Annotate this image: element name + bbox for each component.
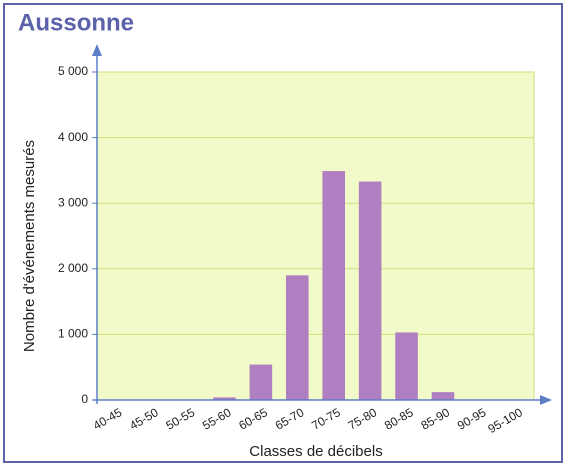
bar <box>213 397 236 400</box>
x-axis-label: Classes de décibels <box>249 443 382 460</box>
bar <box>395 332 418 400</box>
x-arrow <box>540 395 552 405</box>
y-tick-label: 4 000 <box>58 130 88 144</box>
bar <box>431 392 455 400</box>
y-arrow <box>92 44 102 56</box>
bar <box>322 171 345 400</box>
chart-title: Aussonne <box>18 9 134 36</box>
plot-area <box>96 71 535 401</box>
y-axis-label: Nombre d'événements mesurés <box>21 140 38 352</box>
y-tick-label: 2 000 <box>58 261 88 275</box>
bar <box>249 364 273 400</box>
y-tick-label: 0 <box>81 392 88 406</box>
bar <box>286 275 309 400</box>
y-tick-label: 1 000 <box>58 327 88 341</box>
y-tick-label: 3 000 <box>58 195 88 209</box>
bar <box>358 181 382 400</box>
y-tick-label: 5 000 <box>58 64 88 78</box>
